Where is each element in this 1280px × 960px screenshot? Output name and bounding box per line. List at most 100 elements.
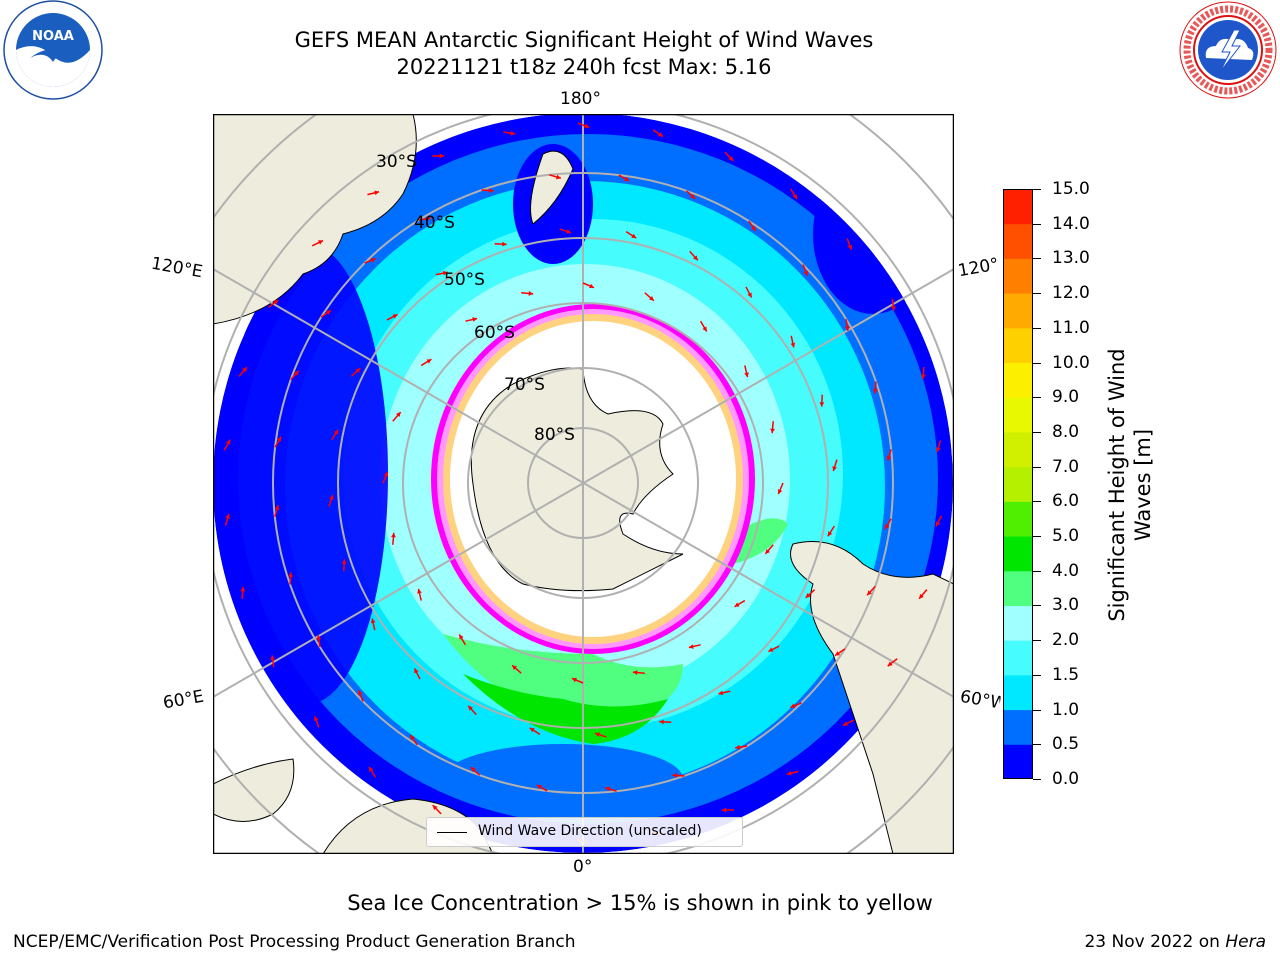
lon-label-120w: 120°W [956,254,1000,282]
wave-arrow-head [426,359,432,364]
wave-arrow-head [489,188,494,193]
polar-map [213,114,954,854]
colorbar-tick-label: 12.0 [1052,283,1090,304]
colorbar-segment [1003,536,1033,572]
wave-arrow-head [584,123,590,129]
wave-arrow-head [571,677,577,683]
wave-arrow-head [770,428,775,434]
australia-land [213,114,417,325]
colorbar-tick-label: 7.0 [1052,456,1080,477]
wave-arrow-head [832,466,837,472]
colorbar-tick-mark [1033,293,1041,295]
colorbar-segment [1003,327,1033,364]
wave-arrow-head [383,471,389,477]
wave-arrow-head [672,773,677,778]
wave-arrow-head [728,155,734,161]
wave-arrow-head [702,326,707,332]
wave-arrow-head [270,655,276,661]
wave-arrow-head [273,299,279,305]
colorbar-segment [1003,293,1033,329]
wave-arrow-head [827,531,833,537]
colorbar-tick-label: 0.5 [1052,734,1080,755]
wave-arrow-head [632,670,638,675]
wave-arrow-head [512,665,518,671]
wave-arrow-head [370,618,376,624]
wave-arrow-head [735,744,740,750]
wave-arrow-head [529,727,535,733]
wave-arrow-head [885,524,890,530]
colorbar-segment [1003,605,1033,641]
wave-arrow-head [777,489,783,495]
wave-arrow-head [313,716,319,722]
wave-arrow-head [659,719,664,725]
wave-arrow-head [225,439,231,445]
wave-arrow-head [594,732,600,737]
colorbar-tick-label: 10.0 [1052,352,1090,373]
wave-arrow-head [765,548,771,554]
wave-arrow-head [472,317,478,322]
wave-arrow-head [240,586,246,592]
wave-arrow-head [318,240,324,245]
colorbar-tick-mark [1033,189,1041,190]
colorbar-tick-mark [1033,779,1041,780]
south-america-land [790,541,954,854]
colorbar-segment [1003,709,1033,745]
colorbar-tick-mark [1033,258,1041,260]
wave-arrow-head [414,668,419,674]
footer-date-text: 23 Nov 2022 on [1084,932,1226,952]
colorbar-segment [1003,466,1033,502]
wave-arrow-head [329,494,334,500]
wave-arrow-head [276,436,281,442]
wave-arrow-head [867,590,872,596]
wave-arrow-head [734,602,740,607]
colorbar-segment [1003,674,1033,711]
wave-arrow-head [417,588,422,594]
colorbar-segment [1003,258,1033,294]
colorbar-tick-mark [1033,536,1041,538]
wave-arrow-head [536,785,542,790]
wave-arrow-head [805,593,811,598]
wave-arrow-head [369,766,374,772]
colorbar-tick-mark [1033,640,1041,642]
wave-arrow-head [566,229,572,234]
wave-arrow-head [890,305,896,311]
lon-label-120e: 120°E [149,253,205,283]
colorbar [1003,189,1033,779]
wave-arrow-head [274,505,280,511]
wave-arrow-head [410,735,415,741]
wave-arrow-head [688,644,694,649]
lat-label-30s: 30°S [376,152,417,172]
wave-arrow-head [631,233,637,239]
wave-arrow-head [887,661,893,667]
wave-arrow-head [873,389,878,394]
wave-direction-arrows [223,122,943,844]
wave-arrow-head [786,770,792,776]
wave-arrow-head [528,291,534,296]
colorbar-segment [1003,431,1033,468]
colorbar-tick-label: 6.0 [1052,491,1080,512]
colorbar-tick-mark [1033,466,1041,468]
wave-arrow-head [333,429,339,435]
noaa-logo-text: NOAA [32,29,74,44]
colorbar-segment [1003,501,1033,537]
colorbar-tick-mark [1033,570,1041,572]
wave-arrow-head [790,342,796,348]
wave-arrow-head [792,194,797,200]
colorbar-tick-label: 3.0 [1052,595,1080,616]
colorbar-segment [1003,223,1033,259]
nws-logo [1179,1,1277,99]
wave-arrow-head [936,447,941,453]
wave-arrow-head [555,174,561,180]
chart-subtitle: 20221121 t18z 240h fcst Max: 5.16 [396,55,772,79]
wave-arrow-head [432,805,438,811]
footer-credit: NCEP/EMC/Verification Post Processing Pr… [13,932,576,952]
wave-arrow-head [395,412,401,418]
colorbar-tick-mark [1033,605,1041,607]
wave-arrow-head [648,295,654,301]
wave-arrow-head [693,255,698,261]
lat-label-80s: 80°S [534,425,575,445]
colorbar-tick-mark [1033,397,1041,399]
wave-arrow-head [790,703,796,709]
colorbar-tick-label: 13.0 [1052,248,1090,269]
wave-arrow-head [718,690,724,696]
